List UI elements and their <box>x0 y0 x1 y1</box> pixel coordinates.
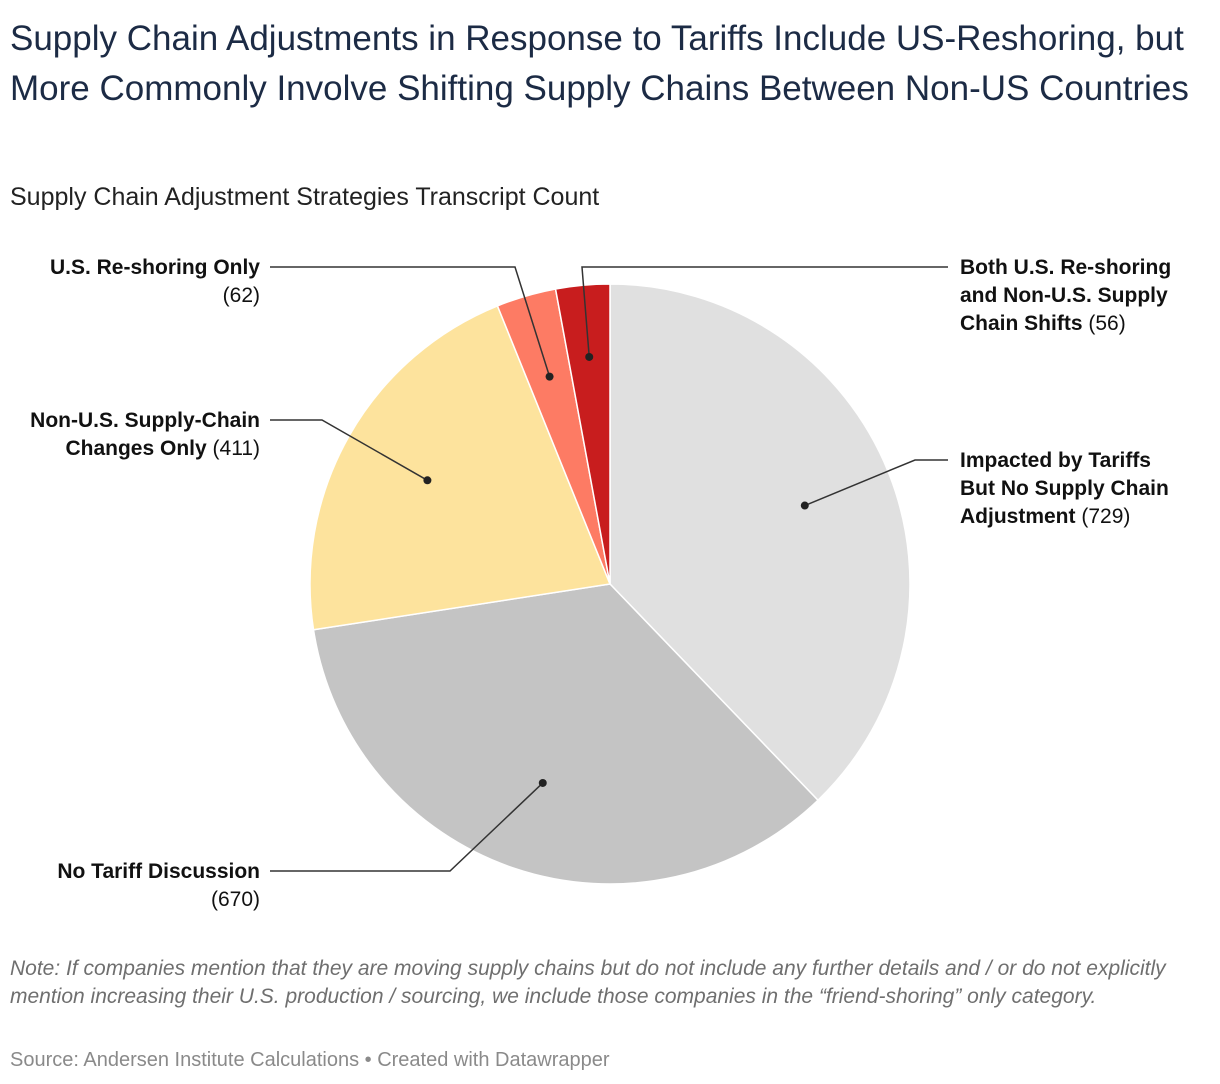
label-both-line3: Chain Shifts <box>960 312 1083 335</box>
label-non-us-changes-value: (411) <box>212 437 260 460</box>
leader-dot-4 <box>585 352 594 361</box>
leader-line-2 <box>270 419 428 481</box>
chart-title: Supply Chain Adjustments in Response to … <box>10 19 1189 108</box>
pie-chart <box>270 266 948 885</box>
leader-dot-0 <box>800 501 809 510</box>
label-impacted-line2: But No Supply Chain <box>960 477 1169 500</box>
label-non-us-changes-line2: Changes Only <box>65 437 207 460</box>
leader-dot-1 <box>538 778 547 787</box>
label-impacted: Impacted by Tariffs But No Supply Chain … <box>960 447 1169 531</box>
pie-slice-1 <box>312 583 820 885</box>
label-us-reshoring-name: U.S. Re-shoring Only <box>49 256 260 279</box>
leader-line-4 <box>581 266 948 358</box>
label-both-line1: Both U.S. Re-shoring <box>960 256 1172 279</box>
label-us-reshoring: U.S. Re-shoring Only (62) <box>50 254 260 310</box>
label-no-tariff-value: (670) <box>210 888 260 911</box>
pie-slice-0 <box>609 283 911 802</box>
chart-subtitle: Supply Chain Adjustment Strategies Trans… <box>10 183 600 211</box>
label-us-reshoring-value: (62) <box>222 284 260 307</box>
label-both-value: (56) <box>1088 312 1126 335</box>
label-no-tariff: No Tariff Discussion (670) <box>57 858 260 914</box>
label-impacted-line1: Impacted by Tariffs <box>960 449 1151 472</box>
leader-line-1 <box>270 782 544 872</box>
label-impacted-value: (729) <box>1081 505 1131 528</box>
chart-note: Note: If companies mention that they are… <box>10 957 1166 1008</box>
label-non-us-changes: Non-U.S. Supply-Chain Changes Only (411) <box>30 407 260 463</box>
chart-source: Source: Andersen Institute Calculations … <box>10 1049 610 1071</box>
label-non-us-changes-line1: Non-U.S. Supply-Chain <box>30 409 260 432</box>
pie-slice-4 <box>554 283 611 585</box>
leader-dot-2 <box>423 476 432 485</box>
leader-dot-3 <box>545 372 554 381</box>
leader-line-3 <box>270 266 551 377</box>
leader-line-0 <box>804 459 948 507</box>
label-both-line2: and Non-U.S. Supply <box>960 284 1168 307</box>
label-both: Both U.S. Re-shoring and Non-U.S. Supply… <box>960 254 1171 338</box>
label-impacted-line3: Adjustment <box>960 505 1076 528</box>
label-no-tariff-name: No Tariff Discussion <box>57 860 260 883</box>
